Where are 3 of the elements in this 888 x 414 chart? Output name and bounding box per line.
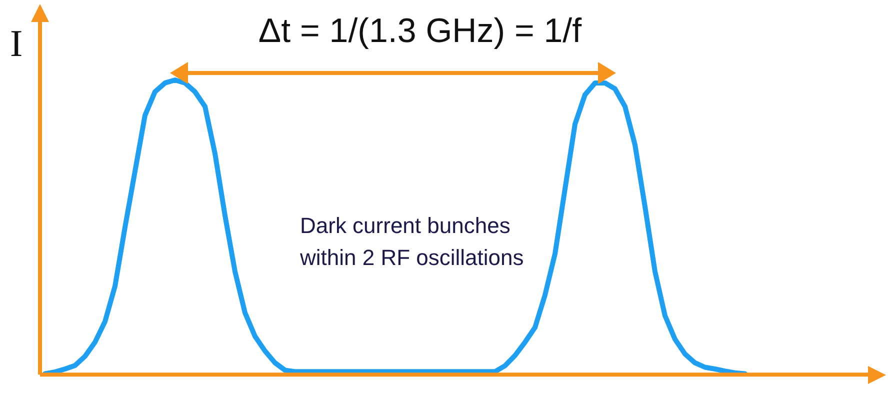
y-axis-title: I xyxy=(10,22,23,66)
chart-title: Δt = 1/(1.3 GHz) = 1/f xyxy=(258,12,582,50)
annotation: Dark current bunches within 2 RF oscillations xyxy=(300,212,524,272)
